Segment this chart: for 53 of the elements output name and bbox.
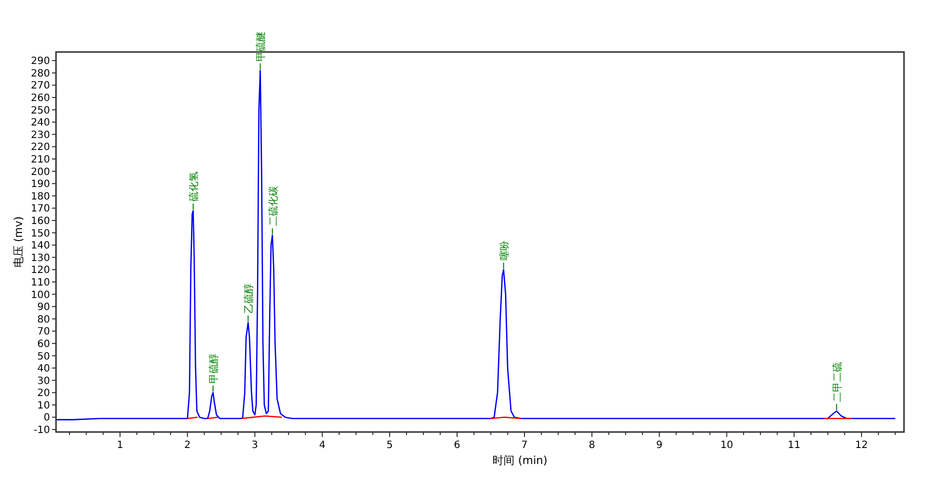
y-tick-label: 30 xyxy=(37,376,50,387)
annotation: 二硫化碳 xyxy=(267,186,280,226)
y-tick-label: 270 xyxy=(30,80,50,92)
annotation: 乙硫醇 xyxy=(243,284,256,314)
x-tick-label: 11 xyxy=(788,440,800,451)
x-axis-title: 时间 (min) xyxy=(492,454,548,467)
y-tick-label: 70 xyxy=(37,326,50,338)
y-tick-label: 240 xyxy=(30,118,50,129)
x-tick-label: 4 xyxy=(319,440,326,451)
y-tick-label: 290 xyxy=(30,56,50,68)
x-tick-label: 10 xyxy=(720,440,734,451)
y-tick-label: 180 xyxy=(30,191,50,202)
x-tick-label: 3 xyxy=(252,440,258,451)
y-tick-label: 60 xyxy=(37,338,50,350)
annotation: 噻吩 xyxy=(498,240,511,261)
x-tick-label: 2 xyxy=(184,440,191,451)
y-tick-label: 0 xyxy=(44,412,50,424)
y-tick-label: 50 xyxy=(37,351,50,362)
y-tick-label: 210 xyxy=(30,154,50,166)
y-tick-label: 150 xyxy=(30,228,50,240)
x-tick-label: 7 xyxy=(521,440,528,451)
y-tick-label: 100 xyxy=(30,290,50,301)
y-tick-label: 20 xyxy=(37,388,50,400)
y-tick-label: 120 xyxy=(30,265,50,276)
y-tick-label: 110 xyxy=(30,277,50,288)
y-tick-label: 200 xyxy=(30,166,50,178)
y-tick-label: 40 xyxy=(37,364,50,375)
y-tick-label: 130 xyxy=(30,252,50,264)
line-series xyxy=(55,70,896,420)
y-tick-label: 90 xyxy=(37,302,50,314)
annotation: 甲硫醇 xyxy=(208,354,220,384)
x-tick-label: 1 xyxy=(116,440,124,451)
y-tick-label: -10 xyxy=(34,425,50,436)
x-tick-label: 5 xyxy=(386,440,393,451)
y-tick-label: 140 xyxy=(30,240,50,252)
annotation: 硫化氢 xyxy=(188,172,200,202)
y-tick-label: 160 xyxy=(30,216,50,227)
y-tick-label: 170 xyxy=(30,204,50,215)
y-axis-title: 电压 (mv) xyxy=(12,216,25,268)
y-tick-label: 220 xyxy=(30,142,50,154)
annotation: 甲硫醚 xyxy=(255,31,268,62)
y-tick-label: 250 xyxy=(30,105,50,116)
x-tick-label: 9 xyxy=(656,440,662,451)
y-tick-label: 260 xyxy=(30,93,50,104)
y-tick-label: 280 xyxy=(30,68,50,80)
y-tick-label: 80 xyxy=(37,314,50,326)
x-tick-label: 8 xyxy=(588,440,596,451)
y-tick-label: 230 xyxy=(30,130,50,141)
annotation: 二甲二硫 xyxy=(832,362,844,402)
x-tick-label: 6 xyxy=(454,440,460,451)
y-tick-label: 10 xyxy=(37,400,50,412)
x-tick-label: 12 xyxy=(855,440,868,451)
y-tick-label: 190 xyxy=(30,179,50,190)
